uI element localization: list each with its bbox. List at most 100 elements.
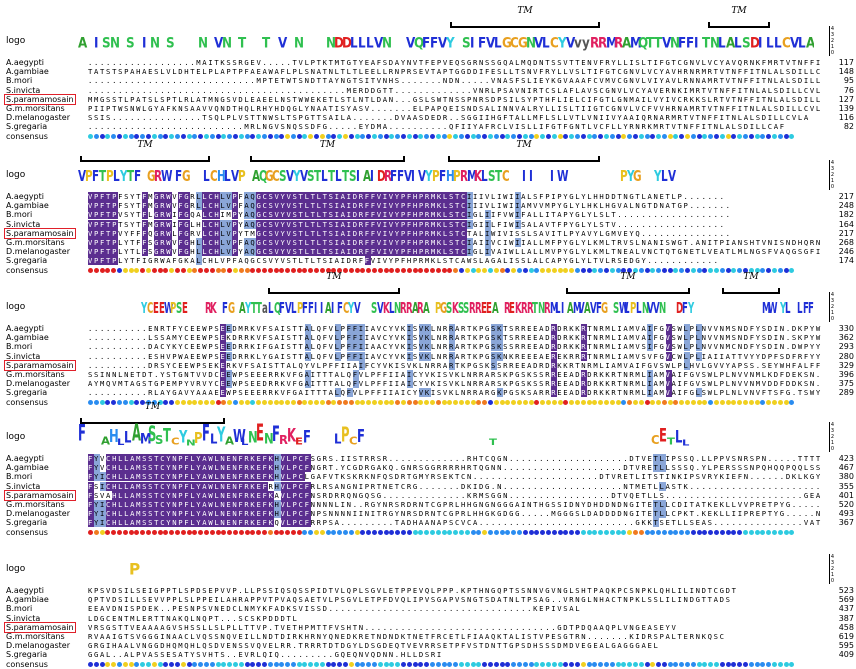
- consensus-dot: [743, 661, 749, 667]
- consensus-dot: [574, 661, 580, 667]
- alignment-row: S.paramamosain V P F T P V Y F F F Q G R W L F G R V L C H L V P Y…: [0, 227, 856, 239]
- consensus-dot: [702, 267, 708, 273]
- alignment-row: B.mori ............................ M P T E T W…: [0, 76, 856, 85]
- consensus-dot: [88, 399, 93, 405]
- logo-letter: N: [263, 432, 274, 448]
- logo-letter: A: [566, 301, 574, 318]
- logo-letter: T: [250, 301, 257, 318]
- logo-letter: F: [221, 301, 228, 318]
- logo-letter: S: [102, 36, 111, 52]
- consensus-dot: [157, 133, 163, 139]
- logo-letter: F: [439, 169, 447, 186]
- logo-letter: I: [369, 169, 374, 186]
- consensus-dot: [227, 399, 233, 405]
- consensus-dot: [766, 661, 772, 667]
- consensus-dot: [401, 529, 407, 535]
- consensus-dot: [435, 267, 441, 273]
- consensus-dot: [603, 399, 609, 405]
- consensus-dot: [528, 399, 534, 405]
- consensus-dot: [401, 399, 407, 405]
- consensus-dot: [563, 661, 569, 667]
- logo-letter: A: [584, 301, 591, 318]
- consensus-dot: [748, 133, 754, 139]
- consensus-dot: [256, 267, 262, 273]
- consensus-dot: [499, 267, 505, 273]
- consensus-dot: [731, 529, 737, 535]
- consensus-dot: [702, 399, 708, 405]
- consensus-dot: [534, 133, 540, 139]
- consensus-dot: [331, 529, 337, 535]
- consensus-dot: [522, 661, 528, 667]
- consensus-dot: [493, 267, 499, 273]
- position-number: 569: [838, 595, 854, 605]
- consensus-dot: [99, 399, 105, 405]
- logo-letter: Y: [779, 301, 786, 318]
- consensus-dot: [737, 133, 743, 139]
- logo-label: logo: [6, 302, 26, 312]
- logo-letter: S: [126, 36, 135, 52]
- logo-letter: Y: [446, 36, 455, 52]
- consensus-dot: [372, 399, 378, 405]
- alignment-row: D.melanogaster A Y M Q V M T A G S T G P E M P Y V R V Y C E E W P…: [0, 379, 856, 389]
- consensus-dot: [719, 529, 725, 535]
- logo-letter: I: [331, 301, 335, 318]
- consensus-dot: [99, 267, 105, 273]
- consensus-dot: [441, 661, 447, 667]
- consensus-dot: [285, 661, 291, 667]
- consensus-dot: [615, 529, 621, 535]
- consensus-dot: [198, 399, 204, 405]
- alignment-row: D.melanogaster F Y I C H L L A M S S T C Y N P F L Y A W L N E N F…: [0, 509, 856, 519]
- consensus-dot: [470, 661, 476, 667]
- logo-letter: Y: [217, 425, 226, 448]
- tm-line: [566, 292, 690, 294]
- consensus-dot: [383, 267, 389, 273]
- consensus-dot: [261, 399, 267, 405]
- logo-letter: K: [451, 301, 459, 318]
- position-number: 217: [838, 228, 854, 238]
- consensus-dot: [325, 529, 331, 535]
- consensus-dot: [227, 529, 233, 535]
- consensus-dot: [714, 267, 720, 273]
- logo-letter: P: [129, 562, 141, 580]
- logo-letter: A: [225, 435, 235, 448]
- consensus-dot: [256, 529, 262, 535]
- logo-letter: W: [164, 301, 174, 318]
- species-name: S.gregaria: [6, 122, 48, 132]
- consensus-dot: [116, 661, 122, 667]
- sequence-text: ........................................…: [88, 85, 821, 95]
- consensus-dot: [285, 399, 291, 405]
- consensus-dot: [505, 133, 511, 139]
- consensus-dot: [702, 133, 708, 139]
- consensus-dot: [389, 267, 395, 273]
- consensus-dot: [238, 399, 244, 405]
- consensus-dot: [586, 529, 592, 535]
- logo-letter: R: [590, 36, 600, 52]
- consensus-dot: [366, 529, 372, 535]
- consensus-dot: [563, 267, 569, 273]
- consensus-dot: [186, 661, 192, 667]
- tm-label: TM: [620, 272, 636, 282]
- consensus-dot: [395, 661, 401, 667]
- logo-letter: W: [161, 169, 173, 186]
- consensus-dot: [447, 399, 453, 405]
- logo-letter: P: [452, 169, 461, 186]
- consensus-dot: [470, 133, 476, 139]
- consensus-dot: [122, 661, 128, 667]
- logo-label: logo: [6, 564, 26, 574]
- consensus-dot: [105, 661, 111, 667]
- logo-letter: I: [522, 169, 527, 186]
- logo-letter: L: [290, 301, 297, 318]
- consensus-dot: [343, 661, 349, 667]
- logo-letter: E: [659, 426, 667, 448]
- consensus-dot: [134, 267, 140, 273]
- consensus-dot: [679, 133, 685, 139]
- logo-letter: F: [681, 301, 688, 318]
- logo-letter: A: [78, 36, 88, 52]
- logo-letter: L: [112, 169, 120, 186]
- species-name: A.gambiae: [6, 333, 49, 343]
- tm-tick: [403, 156, 405, 162]
- logo-letter: L: [682, 439, 690, 448]
